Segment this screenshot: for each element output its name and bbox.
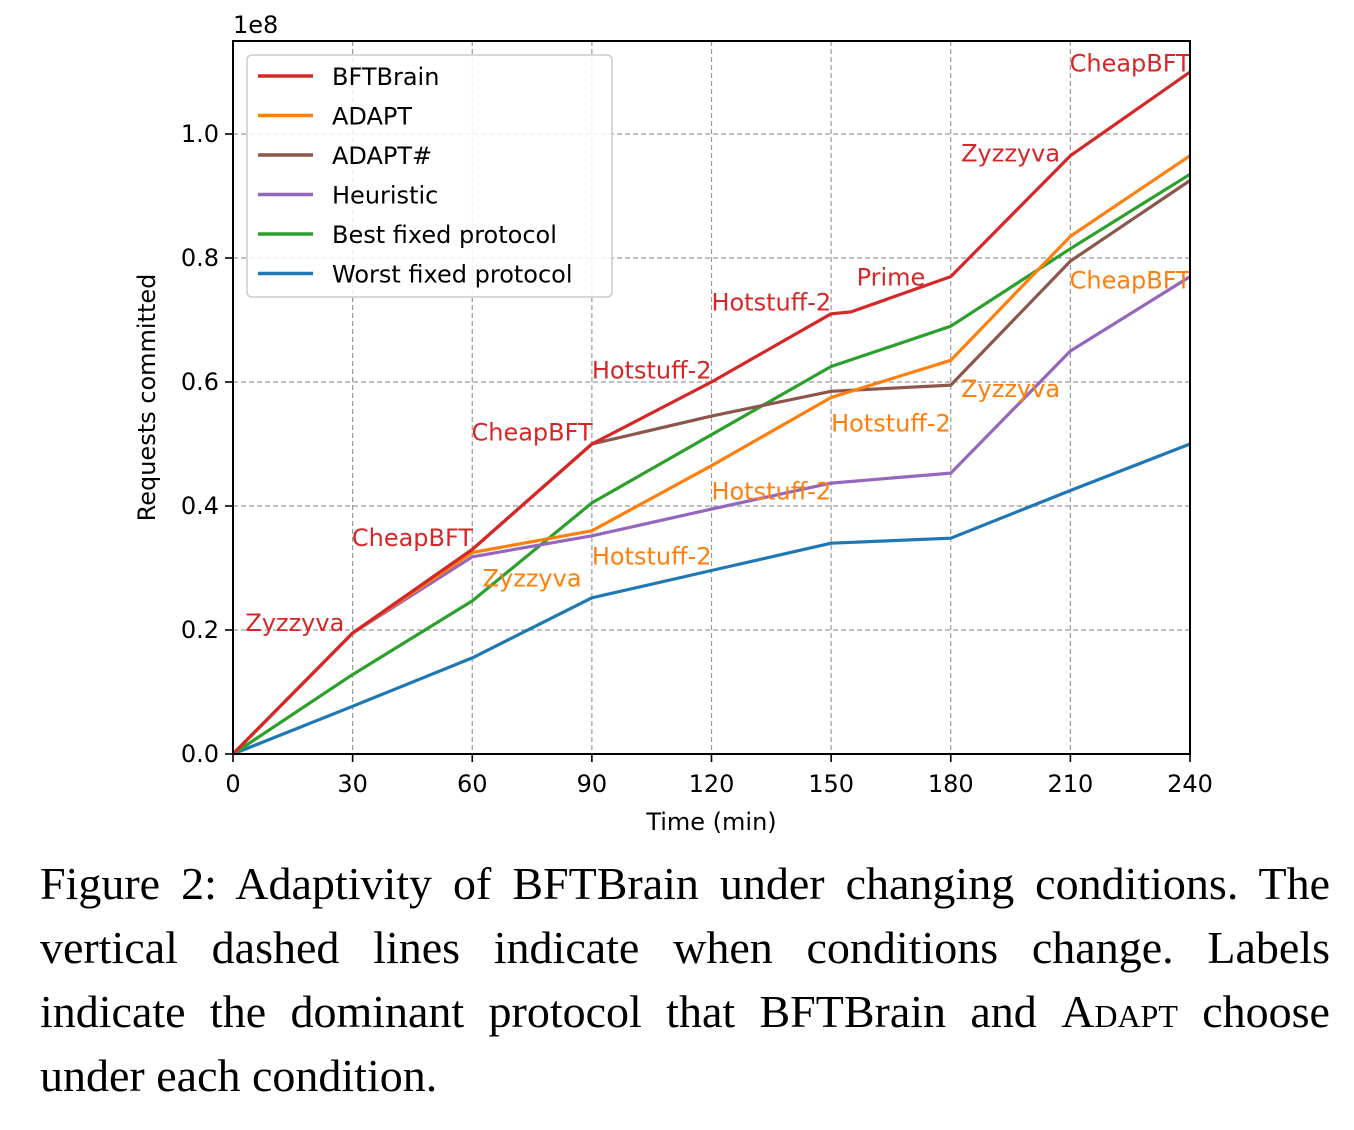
series-line-bftbrain	[231, 70, 1191, 756]
y-axis-ticks: 0.0 0.2 0.4 0.6 0.8 1.0	[181, 120, 233, 768]
x-tick-label: 30	[337, 770, 368, 798]
protocol-annotation: Hotstuff-2	[592, 357, 712, 385]
y-tick-label: 0.6	[181, 368, 219, 396]
protocol-annotation: Hotstuff-2	[831, 409, 951, 437]
legend-label: ADAPT	[332, 103, 412, 131]
legend-label: BFTBrain	[332, 63, 439, 91]
protocol-annotation: Prime	[857, 264, 926, 292]
series-lines	[231, 70, 1191, 756]
caption-text: Figure 2: Adaptivity of BFTBrain under c…	[40, 858, 1330, 1037]
y-axis-multiplier: 1e8	[233, 11, 278, 39]
y-tick-label: 1.0	[181, 120, 219, 148]
protocol-annotation: Hotstuff-2	[711, 288, 831, 316]
protocol-annotation: Zyzzyva	[961, 375, 1060, 403]
x-tick-label: 120	[689, 770, 735, 798]
caption-text-end: choose under each condition.	[40, 986, 1330, 1101]
x-tick-label: 90	[577, 770, 608, 798]
legend: BFTBrain ADAPT ADAPT# Heuristic Best fixed p…	[246, 54, 613, 298]
x-tick-label: 60	[457, 770, 488, 798]
series-line-best-fixed-protocol	[232, 172, 1191, 756]
protocol-annotation: CheapBFT	[1070, 267, 1192, 295]
x-tick-label: 150	[808, 770, 854, 798]
protocol-annotation: Zyzzyva	[961, 140, 1060, 168]
series-line-worst-fixed-protocol	[232, 442, 1191, 756]
protocol-annotation: Hotstuff-2	[711, 478, 831, 506]
x-tick-label: 240	[1167, 770, 1213, 798]
y-axis-label: Requests committed	[133, 274, 161, 522]
protocol-annotations: Zyzzyva CheapBFT CheapBFT Hotstuff-2 Hotstuf…	[245, 50, 1191, 637]
x-axis-label: Time (min)	[645, 808, 776, 836]
protocol-annotation: Hotstuff-2	[592, 543, 712, 571]
x-axis-ticks: 0 30 60 90 120 150 180 210 240	[225, 754, 1213, 798]
legend-label: Heuristic	[332, 182, 438, 210]
protocol-annotation: Zyzzyva	[245, 609, 344, 637]
line-chart: Zyzzyva CheapBFT CheapBFT Hotstuff-2 Hotstuf…	[133, 11, 1213, 836]
protocol-annotation: CheapBFT	[352, 524, 474, 552]
legend-label: Worst fixed protocol	[332, 261, 573, 289]
x-tick-label: 210	[1047, 770, 1093, 798]
x-tick-label: 180	[928, 770, 974, 798]
legend-box	[246, 54, 613, 298]
protocol-annotation: CheapBFT	[471, 419, 593, 447]
protocol-annotation: CheapBFT	[1070, 50, 1192, 78]
y-tick-label: 0.8	[181, 244, 219, 272]
legend-label: Best fixed protocol	[332, 221, 557, 249]
y-tick-label: 0.4	[181, 492, 219, 520]
figure-caption: Figure 2: Adaptivity of BFTBrain under c…	[40, 852, 1330, 1108]
protocol-annotation: Zyzzyva	[483, 564, 582, 592]
y-tick-label: 0.2	[181, 616, 219, 644]
caption-adapt-name: Adapt	[1061, 986, 1178, 1037]
legend-label: ADAPT#	[332, 142, 432, 170]
y-tick-label: 0.0	[181, 740, 219, 768]
x-tick-label: 0	[225, 770, 240, 798]
